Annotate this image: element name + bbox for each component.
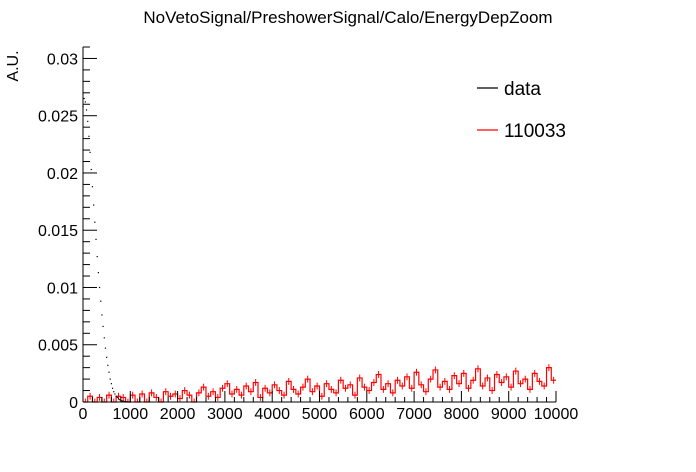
y-tick-label: 0.015: [38, 223, 78, 240]
series-data-point: [104, 347, 107, 349]
series-data-point: [107, 364, 109, 366]
chart-title: NoVetoSignal/PreshowerSignal/Calo/Energy…: [143, 8, 552, 27]
series-data-point: [109, 378, 111, 380]
x-tick-label: 9000: [491, 406, 527, 423]
series-data-point: [87, 120, 89, 123]
series-data-point: [103, 337, 105, 339]
series-data-point: [114, 393, 116, 395]
y-tick-label: 0.02: [47, 166, 78, 183]
series-data-point: [116, 396, 118, 399]
series-data-point: [101, 314, 103, 316]
series-data-point: [88, 135, 90, 137]
series-data-point: [83, 97, 85, 100]
series-data-point: [95, 238, 97, 240]
series-data-point: [91, 186, 94, 188]
legend: data 110033: [477, 79, 566, 142]
x-tick-label: 1000: [113, 406, 149, 423]
series-data-point: [115, 395, 117, 397]
x-tick-label: 0: [79, 406, 88, 423]
legend-label: 110033: [504, 121, 566, 142]
y-tick-label: 0.03: [47, 51, 78, 68]
series-data-point: [97, 271, 99, 274]
y-tick-label: 0.005: [38, 338, 78, 355]
x-tick-label: 5000: [302, 406, 338, 423]
series-data-point: [108, 371, 110, 373]
series-data-point: [121, 400, 123, 402]
series-data-point: [90, 168, 92, 171]
series-data-point: [122, 400, 124, 402]
series-data-point: [106, 356, 108, 358]
series-data-point: [119, 399, 121, 401]
series-data-point: [102, 325, 104, 328]
series-data-point: [113, 391, 115, 393]
x-tick-label: 8000: [444, 406, 480, 423]
series-data-point: [98, 286, 101, 289]
series-data-point: [85, 109, 88, 111]
plot-area: 0 1000 2000 3000 4000 5000 6000 7000 8000 9000 100…: [38, 46, 579, 423]
y-tick-label: 0.025: [38, 109, 78, 126]
legend-label: data: [504, 79, 541, 100]
series-data-point: [93, 204, 95, 206]
y-axis-label: A.U.: [5, 50, 22, 81]
series-data-point: [123, 400, 125, 403]
series-data-point: [89, 151, 91, 153]
y-tick-label: 0: [69, 395, 78, 412]
series-data-point: [94, 221, 96, 223]
series-data-point: [110, 383, 112, 385]
series-data-point: [111, 387, 114, 389]
x-tick-label: 7000: [396, 406, 432, 423]
series-data-point: [84, 101, 86, 103]
x-tick-label: 6000: [349, 406, 385, 423]
series-data-point: [117, 397, 120, 400]
x-tick-label: 3000: [207, 406, 243, 423]
series-data-point: [100, 300, 102, 302]
x-tick-label: 2000: [160, 406, 196, 423]
x-tick-label: 4000: [254, 406, 290, 423]
x-tick-label: 10000: [534, 406, 579, 423]
series-data-point: [96, 255, 98, 258]
y-tick-label: 0.01: [47, 280, 78, 297]
